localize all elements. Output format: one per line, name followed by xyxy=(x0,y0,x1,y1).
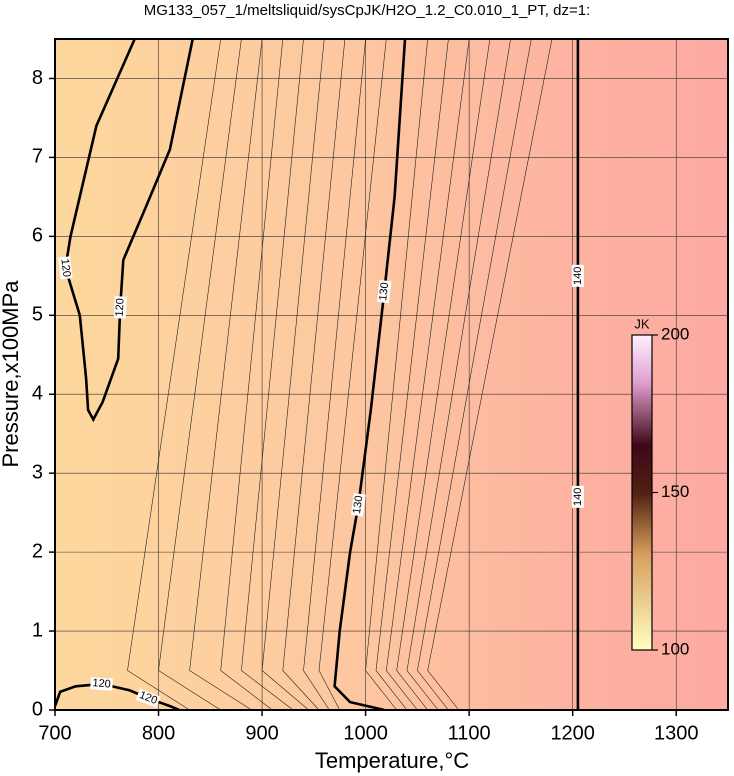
minor-contour xyxy=(417,39,532,710)
y-tick-label: 8 xyxy=(32,67,43,89)
minor-contour xyxy=(318,39,387,710)
contour-line xyxy=(55,682,180,710)
minor-contour xyxy=(375,39,449,710)
x-tick-label: 1200 xyxy=(550,722,595,744)
minor-contour xyxy=(241,39,304,710)
y-tick-label: 2 xyxy=(32,540,43,562)
contour-label: 130 xyxy=(351,495,366,515)
y-tick-label: 1 xyxy=(32,619,43,641)
contour-label-group: 120 xyxy=(58,256,73,280)
x-axis-label: Temperature,°C xyxy=(315,748,469,773)
contour-label-bg xyxy=(113,296,127,319)
contour-label-bg xyxy=(135,688,161,708)
minor-contour xyxy=(427,39,553,710)
contour-label: 120 xyxy=(58,258,72,278)
minor-contour xyxy=(385,39,470,710)
colorbar-tick-label: 200 xyxy=(661,324,689,343)
contour-label-group: 130 xyxy=(377,280,392,304)
x-tick-label: 1300 xyxy=(654,722,699,744)
colorbar-label: JK xyxy=(634,316,650,331)
minor-contour xyxy=(282,39,346,710)
contour-label-bg xyxy=(90,677,114,691)
contour-label: 130 xyxy=(377,282,391,302)
minor-contour xyxy=(189,39,263,710)
contour-label: 140 xyxy=(572,488,584,506)
y-tick-label: 0 xyxy=(32,698,43,720)
x-tick-label: 1000 xyxy=(343,722,388,744)
minor-contour xyxy=(220,39,284,710)
contour-label-group: 140 xyxy=(571,485,584,508)
contour-label-group: 120 xyxy=(113,296,127,319)
contour-label-group: 140 xyxy=(571,264,584,287)
minor-contour xyxy=(303,39,366,710)
plot-background xyxy=(55,39,728,710)
y-tick-label: 3 xyxy=(32,461,43,483)
y-tick-label: 6 xyxy=(32,225,43,247)
contour-label-group: 130 xyxy=(350,493,366,517)
colorbar-tick-label: 100 xyxy=(661,639,689,658)
minor-contour xyxy=(396,39,491,710)
chart-title: MG133_057_1/meltsliquid/sysCpJK/H2O_1.2_… xyxy=(144,2,591,19)
minor-contour xyxy=(406,39,511,710)
minor-contour xyxy=(261,39,325,710)
colorbar xyxy=(631,334,653,651)
contour-label: 120 xyxy=(114,298,127,317)
contour-label: 140 xyxy=(572,267,584,285)
plot-frame xyxy=(54,38,729,711)
x-tick-label: 800 xyxy=(142,722,175,744)
minor-contour xyxy=(158,39,242,710)
minor-contour xyxy=(365,39,428,710)
x-tick-label: 700 xyxy=(38,722,71,744)
y-tick-label: 7 xyxy=(32,146,43,168)
y-tick-label: 5 xyxy=(32,304,43,326)
contour-line xyxy=(333,39,407,710)
contour-label: 120 xyxy=(92,677,111,690)
minor-contour xyxy=(127,39,221,710)
contour-line xyxy=(64,39,194,423)
colorbar-tick-label: 150 xyxy=(661,482,689,501)
contour-label-group: 120 xyxy=(90,677,114,691)
contour-label-bg xyxy=(571,264,584,287)
contour-label-bg xyxy=(58,256,73,280)
contour-label-bg xyxy=(571,485,584,508)
contour-label-bg xyxy=(377,280,392,304)
contour-label-bg xyxy=(350,493,366,517)
x-tick-label: 900 xyxy=(245,722,278,744)
y-tick-label: 4 xyxy=(32,383,43,405)
x-tick-label: 1100 xyxy=(448,722,491,744)
y-axis-label: Pressure,x100MPa xyxy=(0,280,23,468)
